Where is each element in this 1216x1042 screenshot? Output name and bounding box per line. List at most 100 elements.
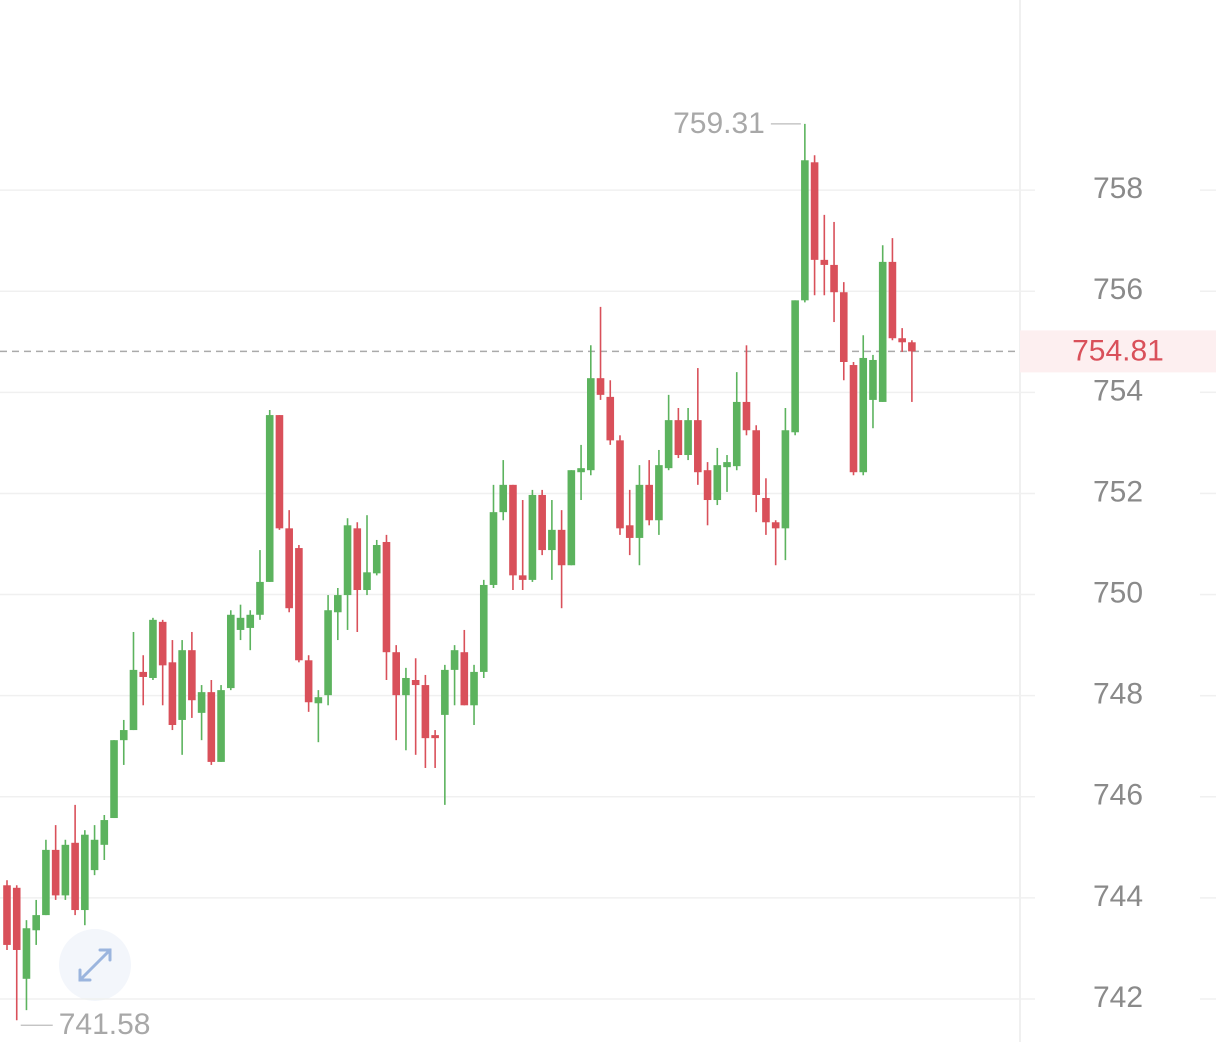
candle-body [499,484,508,513]
candle-body [236,617,245,630]
candle-body [12,887,21,950]
candle-body [353,528,362,591]
candle-body [129,669,138,731]
last-price-label: 754.81 [1072,334,1164,367]
candle-body [635,484,644,538]
candle-body [295,548,303,661]
candle-body [528,494,537,580]
high-label: 759.31 [673,107,765,140]
candle-body [577,468,585,473]
candle-body [791,300,799,433]
candle-body [479,584,488,672]
candle-body [256,581,264,615]
candle-body [431,735,439,739]
y-tick-label: 742 [1093,981,1143,1014]
y-tick-label: 744 [1093,880,1143,913]
candle-body [732,401,741,467]
y-tick-label: 752 [1093,475,1143,508]
candle-body [645,484,653,521]
candle-body [801,160,809,301]
candle-body [265,415,274,582]
candle-body [460,652,469,706]
candle-body [839,292,848,362]
candle-body [898,338,906,343]
candle-body [246,614,255,628]
candle-body [334,595,342,613]
candle-body [139,671,148,677]
candle-body [830,264,838,293]
candle-body [878,261,887,402]
low-label: 741.58 [59,1008,151,1041]
candle-body [3,885,11,945]
candle-body [587,378,595,471]
candle-body [188,650,196,701]
candle-body [90,839,99,871]
candle-body [742,401,751,431]
candle-body [149,619,157,678]
expand-button[interactable] [59,929,131,1001]
candle-body [664,420,673,469]
y-tick-label: 746 [1093,779,1143,812]
candle-body [304,660,313,703]
candle-body [158,621,167,666]
candle-body [402,677,410,696]
candle-body [674,420,683,456]
y-tick-label: 758 [1093,172,1143,205]
candle-body [596,378,605,395]
candle-body [762,497,770,523]
candle-body [538,494,546,551]
candle-body [119,730,128,741]
candle-body [71,842,79,911]
candle-body [703,470,712,501]
candle-body [655,465,663,521]
last-price-box [1020,330,1216,373]
candle-body [908,342,916,352]
candle-body [372,545,381,574]
candle-body [713,465,722,501]
candle-body [81,834,89,911]
candle-body [869,359,877,400]
candle-body [849,365,858,473]
candle-body [888,261,897,339]
candle-body [275,415,284,529]
candle-body [694,420,702,473]
candle-body [771,522,780,529]
candle-body [314,697,323,704]
candle-body [557,529,566,566]
candle-body [684,420,692,456]
candle-body [197,692,206,713]
candle-body [567,470,576,566]
candle-body [168,662,177,726]
candle-body [363,572,371,591]
candle-body [625,525,634,538]
candle-body [606,396,615,441]
candle-body [548,529,556,551]
y-tick-label: 750 [1093,576,1143,609]
candle-body [450,650,459,670]
candle-body [324,610,332,696]
candle-body [781,430,790,529]
y-tick-label: 756 [1093,273,1143,306]
candle-body [820,259,829,265]
candle-body [42,849,50,916]
candle-body [441,669,449,715]
candle-body [382,541,391,653]
candle-body [207,692,216,762]
candle-body [752,430,761,495]
candle-body [61,844,70,896]
expand-icon[interactable] [78,948,112,982]
candle-body [217,690,225,762]
candle-body [22,928,31,979]
candle-body [51,849,60,896]
candle-body [810,162,819,260]
candle-body [489,512,498,585]
candle-body [343,525,352,596]
candle-body [723,462,731,468]
candle-body [32,915,40,931]
candle-body [421,685,430,739]
candle-body [470,671,478,706]
candle-body [616,440,624,529]
candle-body [411,680,420,686]
